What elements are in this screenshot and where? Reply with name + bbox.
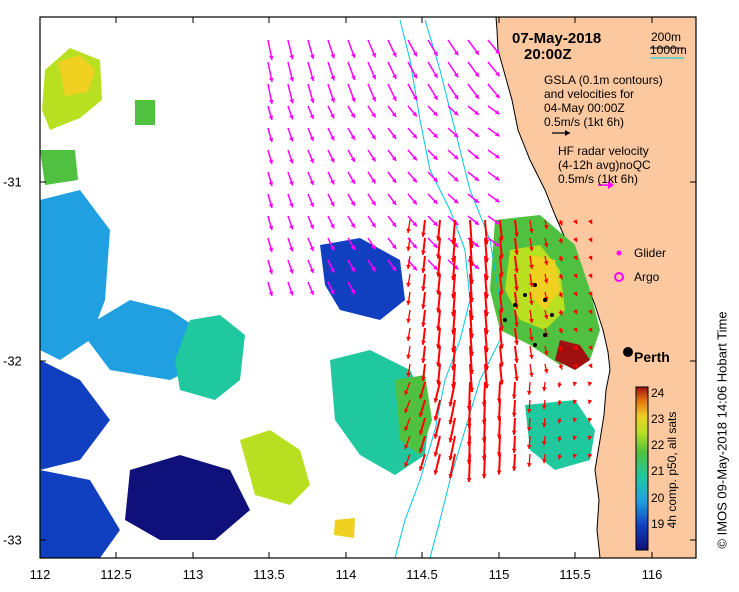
perth-label: Perth — [634, 349, 670, 365]
x-tick-label: 112 — [29, 567, 51, 582]
colorbar — [635, 386, 649, 551]
x-tick-label: 113.5 — [253, 567, 285, 582]
x-tick-label: 114 — [335, 567, 357, 582]
hf-scale-arrowhead-icon — [608, 181, 614, 189]
gsla-note-2: and velocities for — [544, 87, 635, 101]
colorbar-title: 4h comp. p50, all sats — [665, 411, 679, 529]
hf-note-1: HF radar velocity — [558, 144, 649, 158]
x-tick-label: 115 — [488, 567, 510, 582]
x-tick-label: 116 — [641, 567, 663, 582]
sst-patches — [40, 48, 600, 558]
depth-legend-200: 200m — [651, 30, 682, 44]
glider-legend-label: Glider — [634, 246, 667, 260]
y-tick-label: -32 — [3, 353, 22, 369]
perth-marker-icon — [623, 347, 633, 357]
argo-legend-label: Argo — [634, 270, 660, 284]
x-tick-label: 113 — [182, 567, 204, 582]
axis-ticks — [39, 17, 696, 558]
y-tick-label: -31 — [3, 174, 22, 190]
y-tick-label: -33 — [3, 532, 22, 548]
x-tick-label: 112.5 — [100, 567, 132, 582]
glider-legend-icon — [616, 250, 622, 256]
gsla-scale-arrowhead-icon — [565, 130, 570, 136]
gsla-note-1: GSLA (0.1m contours) — [544, 73, 663, 87]
colorbar-tick: 21 — [651, 464, 665, 478]
gsla-note-4: 0.5m/s (1kt 6h) — [544, 115, 625, 129]
x-tick-label: 114.5 — [406, 567, 438, 582]
credit-text: © IMOS 09-May-2018 14:06 Hobart Time — [714, 311, 730, 549]
plot-frame — [39, 16, 697, 559]
x-tick-label: 115.5 — [559, 567, 591, 582]
map-date: 07-May-2018 — [512, 30, 602, 47]
depth-legend-1000: 1000m — [650, 43, 687, 57]
hf-note-3: 0.5m/s (1kt 6h) — [558, 172, 639, 186]
colorbar-tick: 20 — [651, 491, 665, 505]
gsla-vectors — [404, 219, 593, 483]
colorbar-tick: 19 — [651, 517, 665, 531]
argo-legend-icon — [614, 272, 624, 282]
gsla-note-3: 04-May 00:00Z — [544, 101, 625, 115]
colorbar-tick: 23 — [651, 412, 665, 426]
hf-note-2: (4-12h avg)noQC — [558, 158, 651, 172]
hf-radar-vectors — [267, 39, 501, 297]
map-time: 20:00Z — [524, 46, 572, 63]
glider-track — [503, 283, 554, 347]
colorbar-tick: 22 — [651, 438, 665, 452]
colorbar-tick: 24 — [651, 386, 665, 400]
